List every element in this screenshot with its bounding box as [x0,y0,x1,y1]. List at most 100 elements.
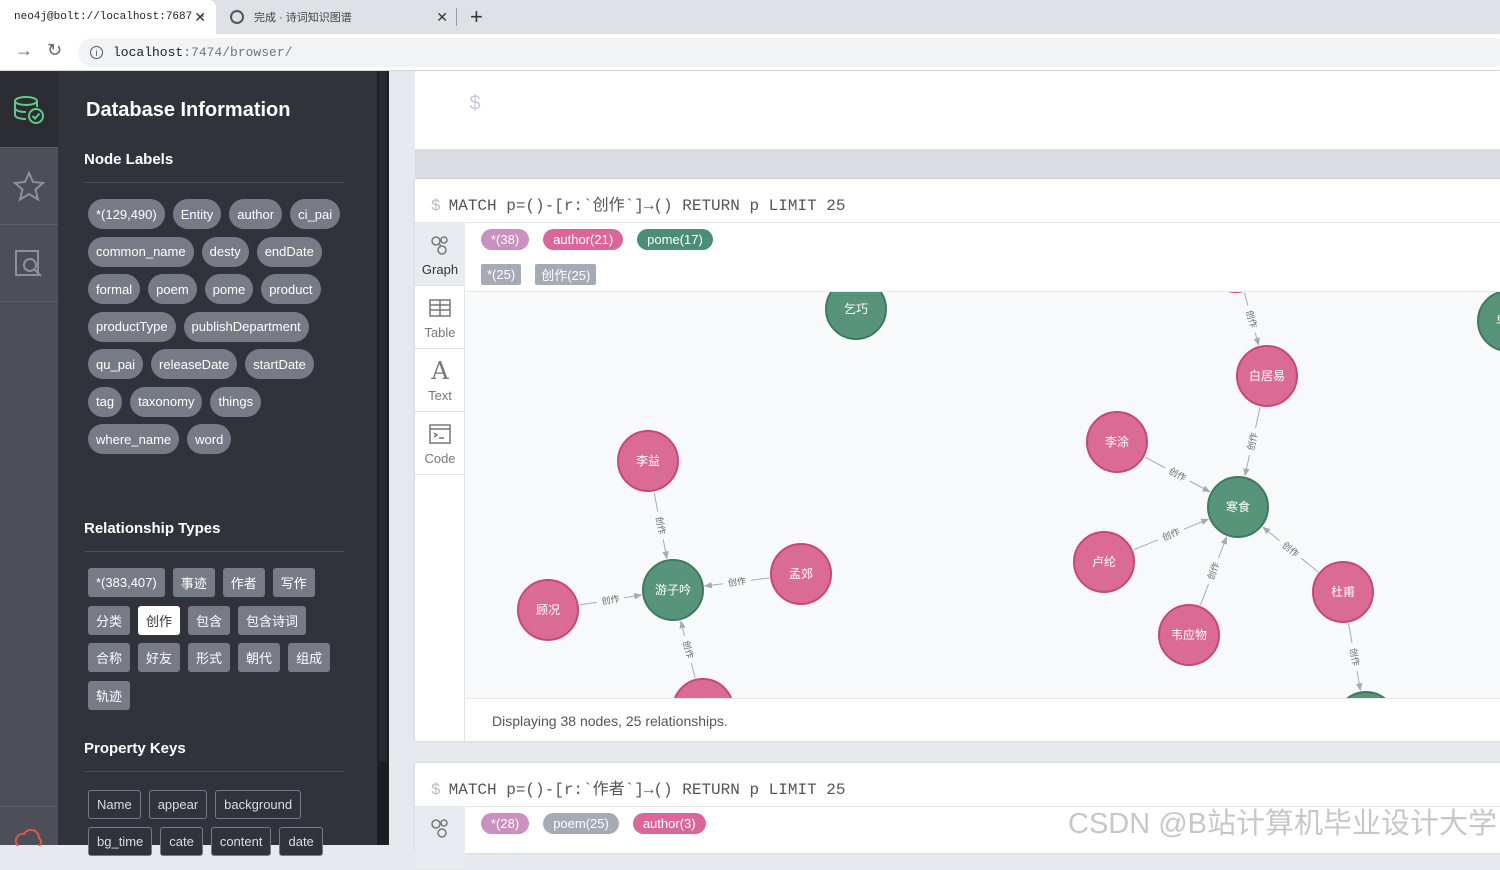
relationship-edge[interactable] [662,539,669,560]
node-label-pill[interactable]: ci_pai [290,199,341,229]
tab-graph[interactable]: Graph [415,223,465,286]
relationship-edge[interactable] [579,601,597,606]
relationship-edge[interactable] [703,581,724,589]
node-label-pill[interactable]: product [261,274,321,304]
node-label-pill[interactable]: startDate [245,349,314,379]
relationship-type-pill[interactable]: 包含 [188,605,231,635]
label-chip[interactable]: *(28) [481,813,530,834]
database-icon[interactable] [0,71,58,148]
relationship-type-pill[interactable]: 好友 [138,643,181,672]
node-label-pill[interactable]: qu_pai [88,349,144,379]
property-key-pill[interactable]: appear [148,790,208,819]
node-label-pill[interactable]: publishDepartment [183,311,309,342]
favorites-star-icon[interactable] [0,148,58,225]
cloud-icon[interactable] [0,806,58,846]
graph-node-youziyin[interactable] [642,559,704,621]
close-tab-icon[interactable]: ✕ [194,9,206,25]
relationship-edge[interactable] [1243,455,1250,477]
node-label-pill[interactable]: *(129,490) [88,199,165,229]
relationship-edge[interactable] [1301,557,1319,573]
label-chip[interactable]: poem(25) [543,813,619,834]
relationship-type-pill[interactable]: 朝代 [238,643,281,672]
drawer-scrollbar[interactable] [377,71,389,845]
relationship-edge[interactable] [1253,332,1260,346]
graph-node-bottom2[interactable] [1336,691,1396,698]
node-label-pill[interactable]: poem [148,274,197,304]
node-label-pill[interactable]: endDate [256,236,322,267]
node-label-pill[interactable]: productType [88,311,176,342]
relationship-type-pill[interactable]: 合称 [88,643,131,672]
node-label-pill[interactable]: releaseDate [151,349,238,379]
label-chip[interactable]: pome(17) [637,229,713,250]
relationship-type-pill[interactable]: 形式 [188,643,231,672]
relationship-type-pill[interactable]: 事迹 [172,568,215,597]
node-label-pill[interactable]: author [229,199,283,229]
url-field[interactable]: i localhost:7474/browser/ [78,38,1500,67]
label-chip[interactable]: author(3) [632,813,706,834]
relationship-type-pill[interactable]: *(383,407) [88,568,165,597]
relationship-edge[interactable] [1144,456,1166,469]
close-tab-icon[interactable]: ✕ [436,9,448,25]
graph-node-gukuang[interactable] [517,579,579,641]
relationship-edge[interactable] [1218,536,1228,559]
scrollbar-thumb[interactable] [379,71,387,761]
node-label-pill[interactable]: taxonomy [130,386,203,417]
graph-node-weiyingwu[interactable] [1158,604,1220,666]
node-label-pill[interactable]: word [187,424,232,454]
reload-icon[interactable]: ↻ [47,40,63,60]
graph-canvas[interactable]: 创作创作创作创作创作创作创作创作创作创作创作乞巧早春白居易李益李涂寒食孟郊游子吟… [466,292,1500,698]
graph-visualization[interactable]: 创作创作创作创作创作创作创作创作创作创作创作乞巧早春白居易李益李涂寒食孟郊游子吟… [466,292,1500,698]
search-document-icon[interactable] [0,225,58,302]
property-key-pill[interactable]: Name [88,790,141,819]
relationship-type-pill[interactable]: 轨迹 [88,680,131,710]
relationship-edge[interactable] [624,593,643,600]
relationship-edge[interactable] [1199,583,1209,606]
relationship-type-pill[interactable]: 作者 [222,568,265,597]
node-label-pill[interactable]: desty [201,236,249,267]
site-info-icon[interactable]: i [90,46,103,59]
relationship-edge[interactable] [1255,407,1261,428]
graph-node-lishen[interactable] [1086,411,1148,473]
node-label-pill[interactable]: where_name [88,424,180,454]
label-chip[interactable]: *(25) [481,264,522,285]
label-chip[interactable]: author(21) [543,229,624,250]
graph-node-qiqiao[interactable] [825,292,887,340]
property-key-pill[interactable]: bg_time [88,827,153,856]
new-tab-icon[interactable]: + [470,4,483,29]
property-key-pill[interactable]: cate [160,827,203,856]
graph-node-menjiao[interactable] [770,543,832,605]
tab-table[interactable]: Table [415,286,465,349]
graph-node-liyi[interactable] [617,430,679,492]
relationship-type-pill[interactable]: 组成 [288,643,331,672]
cypher-editor[interactable]: $ [415,71,1500,149]
relationship-type-pill[interactable]: 包含诗词 [238,605,307,635]
property-key-pill[interactable]: content [210,827,272,856]
label-chip[interactable]: *(38) [481,229,530,250]
node-label-pill[interactable]: things [210,386,262,417]
relationship-type-pill[interactable]: 创作 [138,605,181,635]
node-label-pill[interactable]: tag [88,386,123,417]
relationship-edge[interactable] [679,620,686,637]
node-label-pill[interactable]: common_name [88,236,194,267]
node-label-pill[interactable]: pome [204,274,254,304]
label-chip[interactable]: 创作(25) [535,264,597,285]
forward-arrow-icon[interactable]: → [15,40,33,60]
graph-node-bottom1[interactable] [673,678,733,698]
relationship-edge[interactable] [750,577,770,581]
relationship-edge[interactable] [1356,670,1363,692]
property-key-pill[interactable]: date [279,827,323,856]
node-label-pill[interactable]: Entity [172,199,222,229]
graph-node-baijuyi[interactable] [1236,345,1298,407]
tab-text[interactable]: A Text [415,349,465,412]
relationship-edge[interactable] [1243,292,1249,306]
relationship-type-pill[interactable]: 写作 [272,568,315,597]
frame-query[interactable]: $ MATCH p=()-[r:`创作`]→() RETURN p LIMIT 2… [431,197,846,215]
tab-graph[interactable] [415,807,465,870]
graph-node-lulun[interactable] [1073,531,1135,593]
browser-tab-second[interactable]: 完成 · 诗词知识图谱 ✕ [218,0,458,34]
graph-node-hanshi[interactable] [1207,476,1269,538]
relationship-edge[interactable] [1183,518,1210,530]
browser-tab-neo4j[interactable]: neo4j@bolt://localhost:7687 - ✕ [0,0,216,34]
relationship-edge[interactable] [653,492,659,512]
relationship-edge[interactable] [1189,480,1211,493]
